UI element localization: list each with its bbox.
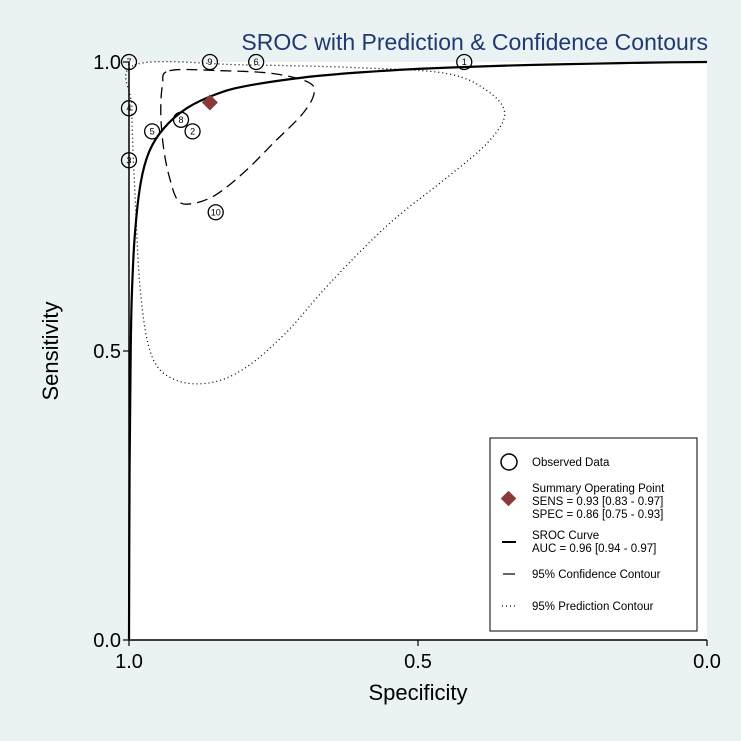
observed-point-label-3: 3 (126, 155, 131, 165)
x-tick-label-0: 1.0 (115, 651, 143, 673)
legend-sroc-auc: AUC = 0.96 [0.94 - 0.97] (532, 543, 656, 555)
observed-point-6 (248, 53, 265, 71)
legend: Observed Data Summary Operating Point SE… (489, 437, 698, 632)
y-axis-label: Sensitivity (38, 301, 63, 400)
observed-point-label-2: 2 (190, 126, 195, 136)
x-tick-label-2: 0.0 (693, 651, 721, 673)
sroc-curve (127, 60, 708, 641)
observed-point-10 (207, 204, 224, 221)
observed-point-5 (143, 123, 161, 140)
observed-point-label-4: 4 (126, 103, 131, 113)
axis-ticks: 1.0 0.5 0.0 0.0 0.5 1.0 (93, 52, 721, 673)
observed-point-label-10: 10 (211, 207, 221, 217)
observed-point-label-5: 5 (150, 126, 155, 136)
observed-point-1 (456, 53, 473, 71)
y-tick-label-0: 0.0 (93, 630, 121, 652)
legend-box (489, 437, 698, 632)
legend-summary-title: Summary Operating Point (532, 483, 665, 495)
legend-summary-spec: SPEC = 0.86 [0.75 - 0.93] (532, 509, 663, 521)
chart-title: SROC with Prediction & Confidence Contou… (241, 29, 708, 55)
observed-point-9 (201, 53, 219, 71)
observed-point-4 (120, 100, 138, 117)
x-axis-label: Specificity (368, 680, 467, 705)
y-tick-label-1: 0.5 (93, 341, 121, 363)
observed-point-label-1: 1 (462, 57, 467, 67)
contours (124, 60, 708, 641)
observed-point-label-7: 7 (126, 57, 131, 67)
legend-observed-symbol (500, 453, 518, 471)
observed-point-8 (172, 111, 190, 128)
summary-operating-point (201, 94, 218, 111)
observed-point-2 (184, 123, 201, 140)
observed-point-label-6: 6 (254, 57, 259, 67)
observed-point-label-9: 9 (207, 57, 212, 67)
legend-sroc-title: SROC Curve (532, 530, 599, 542)
observed-point-7 (120, 53, 138, 71)
observed-points: 1 2 3 4 5 6 7 8 9 10 (120, 53, 473, 221)
legend-confidence: 95% Confidence Contour (532, 569, 661, 581)
legend-observed: Observed Data (532, 457, 610, 469)
legend-summary-sens: SENS = 0.93 [0.83 - 0.97] (532, 496, 663, 508)
x-tick-label-1: 0.5 (404, 651, 432, 673)
observed-point-label-8: 8 (179, 115, 184, 125)
observed-point-3 (120, 152, 138, 169)
legend-prediction: 95% Prediction Contour (532, 601, 654, 613)
y-tick-label-2: 1.0 (93, 52, 121, 74)
